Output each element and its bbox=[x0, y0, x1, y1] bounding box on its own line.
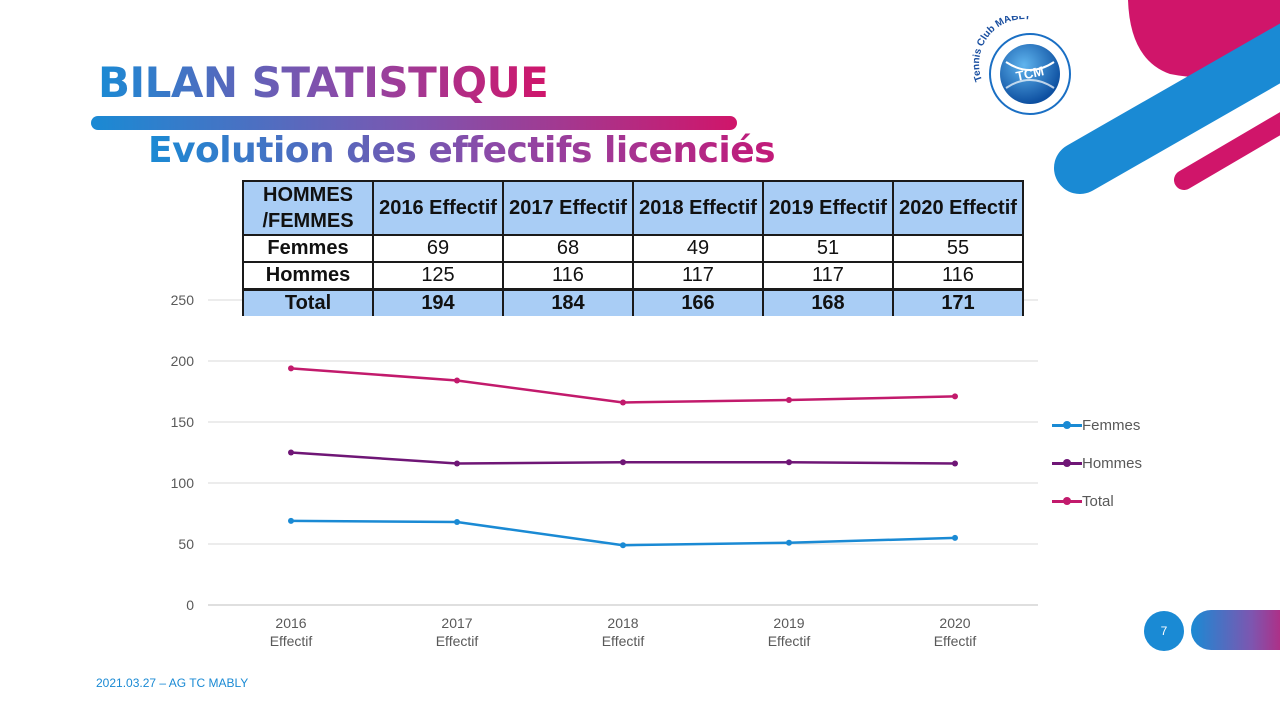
x-tick-label: 2017 Effectif bbox=[436, 615, 479, 649]
data-point-femmes bbox=[786, 539, 792, 546]
page-decoration-pill bbox=[1191, 610, 1280, 650]
series-line-femmes bbox=[290, 519, 956, 547]
table-cell: 116 bbox=[892, 261, 1024, 291]
data-point-femmes bbox=[454, 519, 460, 526]
y-tick-label: 150 bbox=[171, 414, 195, 430]
table-cell: 51 bbox=[762, 234, 894, 263]
data-point-total bbox=[786, 397, 792, 404]
table-cell: 116 bbox=[502, 261, 634, 291]
page-number-badge: 7 bbox=[1144, 611, 1184, 651]
table-row-femmes: Femmes 69 68 49 51 55 bbox=[242, 234, 1024, 263]
table-cell: 69 bbox=[372, 234, 504, 263]
data-point-hommes bbox=[620, 459, 626, 466]
data-point-hommes bbox=[454, 460, 460, 467]
data-point-femmes bbox=[952, 534, 958, 541]
legend-swatch bbox=[1052, 458, 1082, 468]
table-cell: 184 bbox=[502, 288, 634, 316]
x-tick-label: 2019 Effectif bbox=[768, 615, 811, 649]
data-point-total bbox=[620, 399, 626, 406]
data-point-total bbox=[454, 377, 460, 384]
chart-legend: Femmes Hommes Total bbox=[1052, 406, 1142, 520]
legend-label: Hommes bbox=[1082, 454, 1143, 472]
x-tick-label: 2020 Effectif bbox=[934, 615, 977, 649]
slide-title: BILAN STATISTIQUE bbox=[98, 58, 549, 107]
y-tick-label: 50 bbox=[178, 536, 194, 552]
y-tick-label: 0 bbox=[186, 597, 194, 613]
row-label: Hommes bbox=[242, 261, 374, 291]
tcm-logo: TCM Tennis Club MABLY bbox=[972, 16, 1071, 115]
x-tick-label: 2018 Effectif bbox=[602, 615, 645, 649]
header-cell: 2019 Effectif bbox=[762, 180, 894, 236]
x-tick-label: 2016 Effectif bbox=[270, 615, 313, 649]
legend-item-total: Total bbox=[1052, 482, 1142, 520]
legend-swatch bbox=[1052, 496, 1082, 506]
table-header-row: HOMMES /FEMMES 2016 Effectif 2017 Effect… bbox=[242, 180, 1024, 236]
table-cell: 49 bbox=[632, 234, 764, 263]
data-point-total bbox=[288, 365, 294, 372]
legend-item-hommes: Hommes bbox=[1052, 444, 1142, 482]
data-point-total bbox=[952, 393, 958, 400]
legend-item-femmes: Femmes bbox=[1052, 406, 1142, 444]
slide-subtitle: Evolution des effectifs licenciés bbox=[148, 130, 776, 171]
stats-table: HOMMES /FEMMES 2016 Effectif 2017 Effect… bbox=[242, 180, 1024, 316]
header-cell: 2017 Effectif bbox=[502, 180, 634, 236]
title-underline-bar bbox=[91, 116, 737, 130]
table-cell: 117 bbox=[632, 261, 764, 291]
table-row-total: Total 194 184 166 168 171 bbox=[242, 288, 1024, 316]
table-cell: 55 bbox=[892, 234, 1024, 263]
legend-label: Total bbox=[1082, 492, 1114, 510]
data-point-hommes bbox=[952, 460, 958, 467]
header-cell: 2020 Effectif bbox=[892, 180, 1024, 236]
table-cell: 125 bbox=[372, 261, 504, 291]
table-cell: 166 bbox=[632, 288, 764, 316]
header-cell: 2016 Effectif bbox=[372, 180, 504, 236]
table-cell: 171 bbox=[892, 288, 1024, 316]
row-label: Total bbox=[242, 288, 374, 316]
legend-label: Femmes bbox=[1082, 416, 1141, 434]
table-cell: 68 bbox=[502, 234, 634, 263]
row-label: Femmes bbox=[242, 234, 374, 263]
data-point-hommes bbox=[288, 449, 294, 456]
svg-text:TCM: TCM bbox=[1015, 63, 1046, 84]
legend-swatch bbox=[1052, 420, 1082, 430]
y-tick-label: 100 bbox=[171, 475, 195, 491]
y-tick-label: 250 bbox=[171, 292, 195, 308]
table-row-hommes: Hommes 125 116 117 117 116 bbox=[242, 261, 1024, 291]
y-tick-label: 200 bbox=[171, 353, 195, 369]
table-cell: 168 bbox=[762, 288, 894, 316]
footer-text: 2021.03.27 – AG TC MABLY bbox=[96, 676, 249, 690]
header-label-cell: HOMMES /FEMMES bbox=[242, 180, 374, 236]
series-line-total bbox=[290, 367, 956, 404]
header-cell: 2018 Effectif bbox=[632, 180, 764, 236]
table-cell: 117 bbox=[762, 261, 894, 291]
data-point-femmes bbox=[620, 542, 626, 549]
data-point-hommes bbox=[786, 459, 792, 466]
table-cell: 194 bbox=[372, 288, 504, 316]
data-point-femmes bbox=[288, 517, 294, 524]
